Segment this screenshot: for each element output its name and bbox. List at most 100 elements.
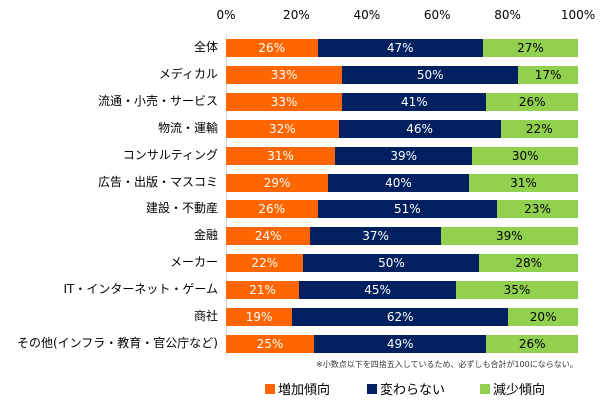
data-label: 29% (263, 175, 291, 190)
bar-segment: 50% (342, 65, 519, 84)
legend-swatch (480, 383, 490, 394)
y-axis-line (226, 34, 227, 356)
x-tick-label: 80% (494, 8, 521, 22)
data-label: 23% (524, 202, 551, 217)
legend-label: 増加傾向 (278, 383, 331, 398)
legend-label: 変わらない (380, 383, 446, 398)
bar-segment: 17% (518, 65, 578, 84)
bar-segment: 31% (468, 173, 578, 192)
data-label: 33% (270, 67, 298, 82)
bar-segment: 35% (456, 281, 578, 300)
bar-segment: 26% (226, 39, 318, 57)
bar-segment: 51% (317, 200, 498, 219)
bar-segment: 31% (226, 146, 336, 165)
data-label: 46% (406, 121, 433, 136)
category-label: その他(インフラ・教育・官公庁など) (16, 335, 218, 350)
bar-segment: 23% (497, 200, 578, 219)
data-label: 62% (386, 310, 414, 324)
legend-swatch (265, 383, 275, 394)
x-tick-label: 60% (423, 8, 451, 22)
bar-segment: 47% (317, 39, 483, 57)
legend-label: 減少傾向 (493, 383, 546, 398)
x-tick-label: 20% (283, 8, 310, 22)
bar-segment: 26% (226, 200, 318, 219)
data-label: 17% (534, 67, 562, 82)
bar-segment: 33% (226, 65, 343, 84)
data-label: 35% (503, 283, 531, 298)
footnote-annotation: ※小数点以下を四捨五入しているため、必ずしも合計が100にならない。 (316, 360, 578, 369)
legend-item: 増加傾向 (265, 379, 330, 398)
data-label: 26% (258, 202, 286, 217)
data-label: 30% (511, 148, 539, 163)
bar-segment: 37% (310, 227, 441, 246)
bar-segment: 30% (472, 146, 578, 165)
data-label: 24% (254, 229, 282, 244)
bar-segment: 46% (338, 119, 501, 138)
data-label: 51% (393, 202, 421, 217)
category-label: IT・インターネット・ゲーム (63, 282, 218, 297)
category-label: メディカル (158, 66, 218, 81)
data-label: 21% (249, 283, 276, 298)
data-label: 39% (496, 229, 523, 244)
category-label: 建設・不動産 (145, 201, 218, 216)
bar-segment: 25% (226, 334, 314, 353)
data-label: 25% (256, 336, 284, 351)
data-label: 37% (362, 229, 389, 244)
category-label: メーカー (169, 255, 218, 270)
legend-swatch (367, 383, 377, 394)
category-label: 金融 (193, 228, 218, 243)
category-label: 全体 (193, 40, 218, 54)
bar-segment: 29% (226, 173, 329, 192)
x-tick-label: 40% (353, 8, 381, 22)
category-label: コンサルティング (122, 147, 218, 162)
data-label: 40% (385, 175, 412, 190)
bar-segment: 24% (226, 227, 311, 246)
bar-segment: 26% (486, 92, 578, 111)
data-label: 26% (258, 41, 286, 55)
bar-segment: 22% (500, 119, 578, 138)
bar-segment: 20% (508, 308, 578, 326)
category-label: 広告・出版・マスコミ (97, 174, 218, 189)
x-tick-label: 0% (216, 8, 236, 22)
bar-segment: 39% (440, 227, 578, 246)
x-tick-label: 100% (560, 8, 596, 22)
data-label: 20% (529, 310, 557, 324)
bar-segment: 28% (479, 254, 578, 273)
legend-item: 減少傾向 (480, 379, 545, 398)
category-label: 物流・運輸 (157, 120, 218, 135)
data-label: 26% (518, 336, 546, 351)
data-label: 41% (400, 94, 428, 109)
bar-segment: 33% (226, 92, 343, 111)
data-label: 22% (251, 256, 279, 271)
data-label: 22% (525, 121, 553, 136)
bar-segment: 49% (314, 334, 487, 353)
bar-segment: 26% (486, 334, 578, 353)
bar-segment: 50% (303, 254, 480, 273)
data-label: 26% (518, 94, 546, 109)
bar-segment: 45% (299, 281, 457, 300)
data-label: 47% (386, 41, 414, 55)
bar-segment: 40% (328, 173, 469, 192)
data-label: 33% (270, 94, 298, 109)
legend-item: 変わらない (367, 379, 445, 398)
data-label: 50% (416, 67, 444, 82)
data-label: 27% (517, 41, 544, 55)
data-label: 45% (364, 283, 391, 298)
bar-segment: 19% (226, 308, 293, 326)
data-label: 49% (386, 336, 414, 351)
bar-segment: 32% (226, 119, 339, 138)
data-label: 50% (378, 256, 405, 271)
data-label: 31% (267, 148, 294, 163)
data-label: 19% (245, 310, 273, 324)
category-label: 商社 (193, 309, 218, 323)
data-label: 31% (510, 175, 537, 190)
bar-segment: 41% (342, 92, 487, 111)
bar-segment: 27% (482, 39, 578, 57)
bar-segment: 39% (335, 146, 473, 165)
data-label: 32% (268, 121, 296, 136)
category-label: 流通・小売・サービス (97, 93, 218, 108)
bar-segment: 62% (292, 308, 509, 326)
data-label: 28% (515, 256, 543, 271)
bar-segment: 21% (226, 281, 300, 300)
